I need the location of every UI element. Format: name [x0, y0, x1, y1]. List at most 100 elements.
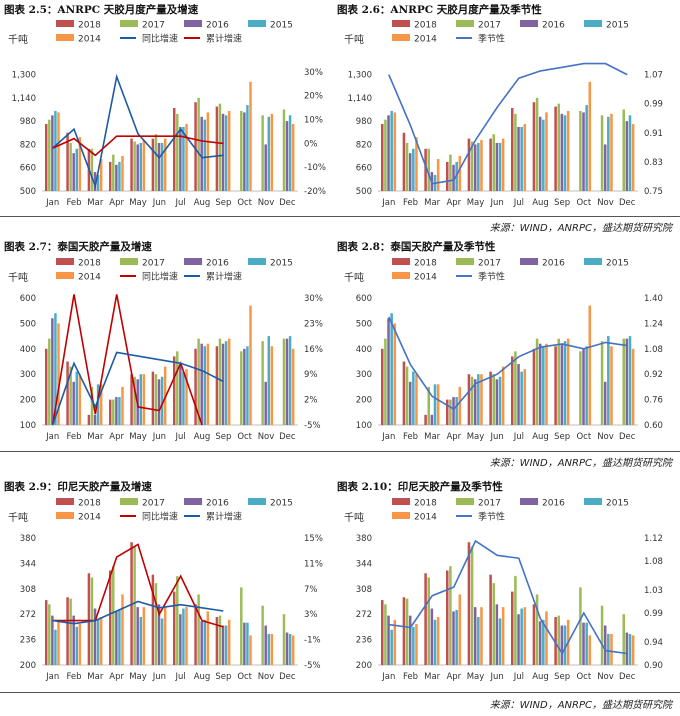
bar-2017: [492, 583, 495, 665]
bar-2016: [51, 615, 54, 665]
y-tick-label: 660: [20, 164, 36, 174]
y2-tick-label: 1.07: [644, 71, 663, 81]
bar-2014: [99, 617, 103, 665]
y-tick-label: 500: [20, 319, 36, 329]
bar-2014: [185, 369, 188, 425]
x-tick-label: Nov: [258, 672, 275, 682]
bar-2018: [194, 348, 197, 425]
bar-2014: [270, 633, 274, 665]
bar-2017: [197, 97, 200, 191]
bar-2016: [243, 112, 246, 191]
legend-label: 同比增速: [142, 271, 178, 283]
bar-2016: [115, 611, 118, 665]
bar-2016: [200, 116, 203, 191]
y2-tick-label: -1%: [304, 636, 321, 646]
x-tick-label: Nov: [597, 672, 614, 682]
bar-2018: [489, 371, 492, 425]
legend-label: 2017: [478, 21, 501, 31]
bar-2016: [285, 338, 289, 425]
y-tick-label: 200: [356, 396, 372, 406]
x-tick-label: Sep: [215, 672, 231, 682]
bar-2017: [535, 594, 539, 665]
bar-2018: [151, 371, 155, 425]
y-tick-label: 308: [20, 585, 36, 595]
x-tick-label: Jul: [175, 432, 186, 442]
legend-swatch: [456, 20, 474, 27]
x-tick-label: Jul: [175, 198, 186, 208]
series-line-季节性: [388, 539, 628, 656]
bar-2015: [520, 371, 523, 425]
y-tick-label: 380: [20, 534, 36, 544]
bar-2015: [182, 126, 185, 191]
y2-tick-label: 1.08: [644, 345, 663, 355]
y-tick-label: 400: [20, 345, 36, 355]
legend-swatch: [392, 498, 410, 505]
bar-2014: [291, 348, 295, 425]
y2-tick-label: 0.94: [644, 638, 663, 648]
bar-2017: [622, 614, 625, 665]
y2-tick-label: -10%: [304, 163, 326, 173]
chart-title-2-5: 图表 2.5：ANRPC 天胶月度产量及增速: [4, 4, 199, 16]
y-tick-label: 380: [356, 534, 372, 544]
bar-2014: [78, 137, 82, 191]
y2-tick-label: -20%: [304, 187, 326, 197]
bar-2015: [160, 618, 164, 665]
bar-2015: [246, 346, 249, 425]
y2-tick-label: 0.76: [644, 396, 663, 406]
legend-swatch: [392, 20, 410, 27]
legend-label: 2017: [478, 499, 501, 509]
bar-2016: [517, 364, 520, 425]
bar-2015: [96, 384, 100, 425]
bar-2017: [48, 119, 51, 191]
y-tick-label: 980: [20, 117, 36, 127]
bar-2016: [473, 144, 477, 191]
bar-2016: [538, 621, 542, 665]
bar-2014: [142, 607, 146, 665]
chart-title-2-9: 图表 2.9：印尼天胶产量及增速: [4, 481, 152, 493]
legend-swatch: [584, 20, 602, 27]
series-line-累计增速: [51, 351, 224, 426]
bar-2016: [200, 343, 203, 425]
bar-2016: [264, 144, 267, 191]
bar-2015: [203, 619, 206, 665]
x-tick-label: Apr: [109, 432, 124, 442]
legend-label: 2016: [542, 499, 565, 509]
bar-2017: [90, 386, 94, 425]
legend-label: 同比增速: [142, 33, 178, 45]
bar-2017: [282, 614, 286, 665]
bar-2017: [470, 141, 474, 191]
chart-title-2-6: 图表 2.6：ANRPC 天胶月度产量及季节性: [337, 4, 542, 16]
bar-2017: [622, 338, 625, 425]
y-tick-label: 500: [20, 187, 36, 197]
x-tick-label: Jun: [490, 432, 504, 442]
divider: [0, 692, 680, 693]
bar-2014: [545, 611, 548, 665]
source-note: 来源：WIND，ANRPC，盛达期货研究院: [489, 458, 672, 469]
x-tick-label: Apr: [109, 672, 124, 682]
y2-tick-label: 1.03: [644, 586, 663, 596]
bar-2017: [514, 113, 517, 191]
chart-2-10: 千吨 200 236 272 308 344 380 0.90 0.94 0.99 1.03 1.08…: [344, 498, 663, 682]
y-tick-label: 1,300: [348, 71, 372, 81]
x-tick-label: Sep: [554, 198, 570, 208]
bar-2014: [57, 323, 60, 425]
x-tick-label: Aug: [532, 198, 549, 208]
divider: [0, 216, 680, 217]
bar-2016: [408, 381, 412, 425]
bar-2018: [532, 102, 536, 191]
series-line-累计增速: [52, 600, 224, 625]
chart-2-7: 千吨 100 200 300 400 500 600 -5% 2% 9% 16% 23% 30% Jan F…: [8, 258, 323, 442]
y-tick-label: 236: [20, 636, 36, 646]
bar-2015: [628, 336, 632, 425]
bar-2017: [69, 598, 72, 665]
legend-swatch: [520, 20, 538, 27]
bar-2014: [121, 594, 124, 665]
bar-2016: [452, 397, 455, 425]
bar-2014: [545, 112, 548, 191]
legend-swatch: [248, 20, 266, 27]
x-tick-label: Nov: [258, 432, 275, 442]
bar-2018: [109, 399, 112, 425]
bar-2016: [243, 348, 246, 425]
legend-swatch: [184, 20, 202, 27]
x-tick-label: Jan: [381, 198, 395, 208]
